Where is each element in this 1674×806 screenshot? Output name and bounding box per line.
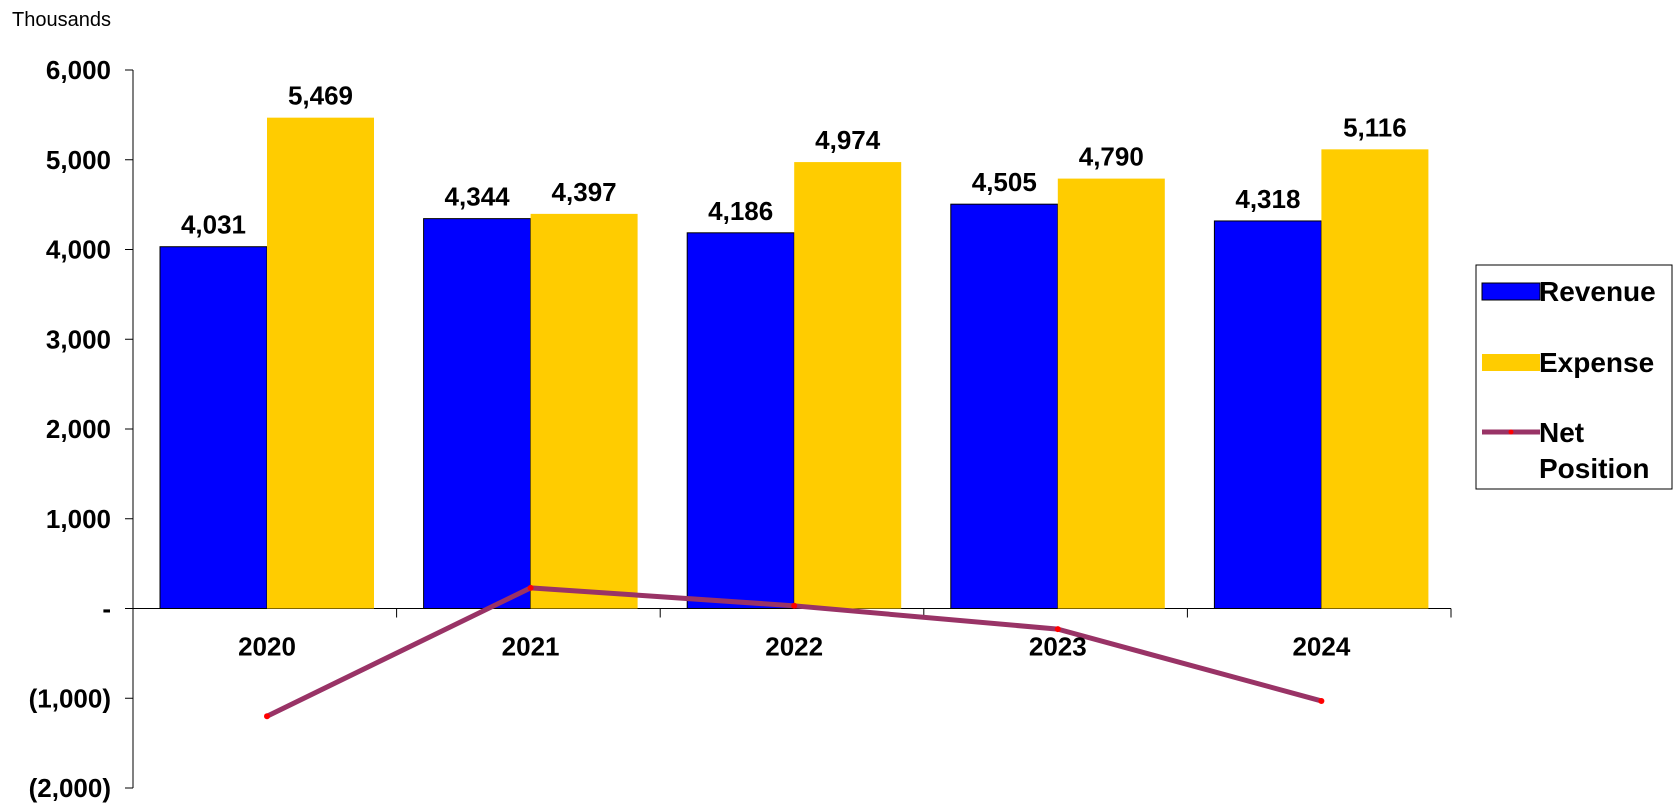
revenue-data-label: 4,505	[972, 167, 1037, 197]
y-tick-label: (1,000)	[29, 683, 111, 713]
revenue-data-label: 4,031	[181, 210, 246, 240]
expense-bar	[1321, 149, 1429, 609]
x-category-label: 2024	[1292, 632, 1350, 662]
legend-swatch-revenue	[1481, 282, 1541, 301]
expense-data-label: 4,397	[552, 177, 617, 207]
legend-swatch-expense	[1482, 354, 1540, 371]
bars	[159, 117, 1429, 610]
revenue-bar	[1213, 220, 1322, 609]
legend: Revenue Expense Net Position	[1475, 264, 1673, 490]
legend-marker-net-position	[1508, 429, 1514, 435]
x-category-label: 2022	[765, 632, 823, 662]
revenue-bar	[686, 232, 795, 610]
net-position-point	[264, 713, 270, 720]
revenue-data-label: 4,318	[1235, 184, 1300, 214]
expense-bar	[530, 213, 638, 609]
y-tick-label: (2,000)	[29, 773, 111, 803]
data-labels: 4,031 4,344 4,186 4,505 4,318 5,469 4,397 4,974…	[181, 81, 1407, 662]
revenue-bar	[950, 203, 1059, 610]
y-tick-label: 4,000	[46, 235, 111, 265]
x-category-label: 2021	[502, 632, 560, 662]
revenue-bar	[159, 246, 268, 609]
y-tick-label: 1,000	[46, 504, 111, 534]
y-tick-label: -	[102, 594, 111, 624]
expense-data-label: 5,469	[288, 81, 353, 111]
net-position-point	[791, 602, 798, 609]
expense-bar	[1057, 178, 1165, 609]
revenue-data-label: 4,344	[445, 182, 511, 212]
revenue-bar	[423, 218, 532, 609]
x-category-label: 2023	[1029, 632, 1087, 662]
legend-label-net-position: Net Position	[1539, 417, 1649, 484]
net-position-point	[527, 584, 534, 591]
legend-label-expense: Expense	[1539, 347, 1654, 378]
net-position-line-group	[264, 584, 1325, 720]
unit-label: Thousands	[12, 9, 111, 31]
x-category-label: 2020	[238, 632, 296, 662]
expense-data-label: 5,116	[1343, 112, 1407, 142]
expense-data-label: 4,790	[1079, 142, 1144, 172]
y-tick-label: 2,000	[46, 414, 111, 444]
expense-data-label: 4,974	[815, 125, 881, 155]
y-tick-label: 3,000	[46, 324, 111, 354]
net-position-point	[1318, 697, 1325, 704]
legend-box	[1475, 264, 1673, 490]
axes: 6,000 5,000 4,000 3,000 2,000 1,000 - (1,000) (2…	[29, 55, 1452, 803]
expense-bar	[794, 162, 902, 609]
expense-bar	[267, 117, 374, 609]
revenue-data-label: 4,186	[708, 196, 773, 226]
legend-label-revenue: Revenue	[1539, 276, 1656, 307]
y-tick-label: 6,000	[46, 55, 111, 85]
y-tick-label: 5,000	[46, 145, 111, 175]
net-position-point	[1054, 626, 1061, 633]
